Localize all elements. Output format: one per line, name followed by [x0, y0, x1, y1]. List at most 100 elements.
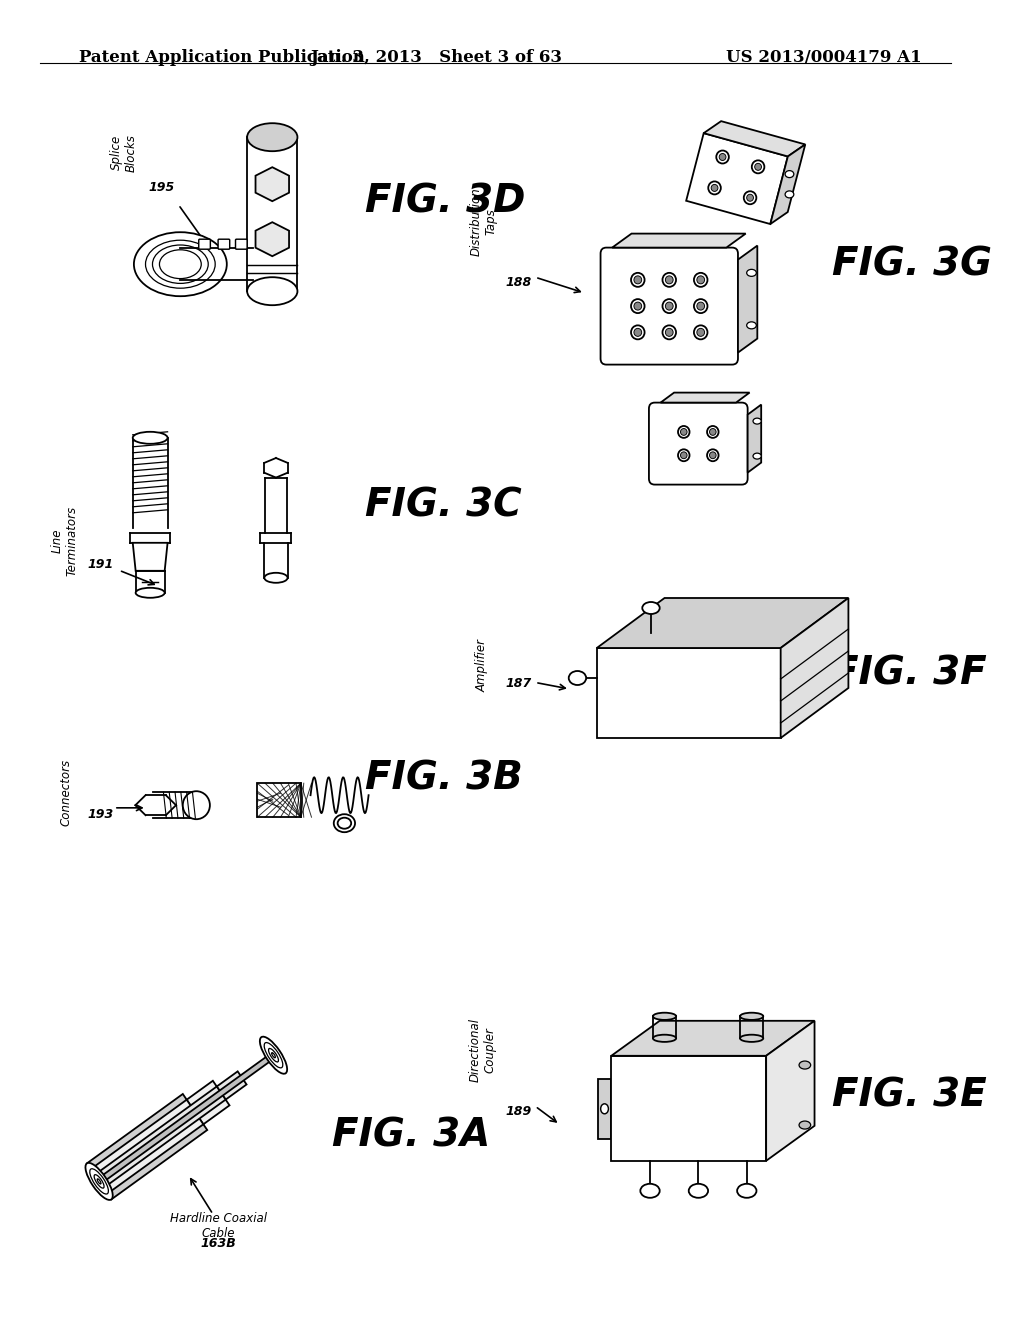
Ellipse shape — [634, 302, 642, 310]
Ellipse shape — [631, 300, 644, 313]
Text: FIG. 3B: FIG. 3B — [365, 760, 522, 797]
Ellipse shape — [634, 276, 642, 284]
Ellipse shape — [334, 814, 355, 832]
Ellipse shape — [663, 325, 676, 339]
Ellipse shape — [710, 429, 716, 436]
Polygon shape — [217, 1072, 247, 1100]
Polygon shape — [597, 598, 849, 648]
Ellipse shape — [653, 1035, 676, 1041]
Ellipse shape — [663, 300, 676, 313]
Ellipse shape — [740, 1035, 763, 1041]
Ellipse shape — [601, 1104, 608, 1114]
FancyBboxPatch shape — [600, 248, 738, 364]
Ellipse shape — [689, 1184, 708, 1197]
Ellipse shape — [769, 1104, 777, 1114]
Text: FIG. 3G: FIG. 3G — [833, 246, 992, 282]
Ellipse shape — [785, 191, 794, 198]
Ellipse shape — [666, 329, 673, 337]
Polygon shape — [133, 543, 168, 570]
Polygon shape — [770, 144, 805, 224]
Ellipse shape — [642, 602, 659, 614]
Polygon shape — [180, 248, 253, 280]
Text: Splice
Blocks: Splice Blocks — [110, 133, 138, 172]
Ellipse shape — [260, 1036, 287, 1073]
Text: 195: 195 — [148, 181, 175, 194]
Ellipse shape — [697, 302, 705, 310]
Ellipse shape — [247, 277, 297, 305]
Ellipse shape — [183, 791, 210, 820]
Text: FIG. 3D: FIG. 3D — [365, 183, 525, 220]
Text: 188: 188 — [506, 276, 531, 289]
Ellipse shape — [707, 426, 719, 438]
Ellipse shape — [640, 1184, 659, 1197]
Polygon shape — [186, 1081, 229, 1125]
Ellipse shape — [753, 453, 761, 459]
Bar — [766, 1078, 779, 1139]
Ellipse shape — [134, 232, 226, 296]
Text: Patent Application Publication: Patent Application Publication — [79, 49, 366, 66]
Polygon shape — [257, 783, 301, 817]
Ellipse shape — [666, 276, 673, 284]
Ellipse shape — [694, 325, 708, 339]
Text: Connectors: Connectors — [59, 759, 73, 825]
Ellipse shape — [752, 160, 764, 173]
Text: Line
Terminators: Line Terminators — [50, 506, 79, 577]
Ellipse shape — [799, 1061, 811, 1069]
Ellipse shape — [694, 273, 708, 286]
Text: FIG. 3E: FIG. 3E — [833, 1077, 987, 1114]
Text: Amplifier: Amplifier — [476, 639, 489, 692]
Ellipse shape — [799, 1121, 811, 1129]
Ellipse shape — [740, 1012, 763, 1020]
Text: Distribution
Taps: Distribution Taps — [470, 187, 498, 256]
Ellipse shape — [634, 329, 642, 337]
FancyBboxPatch shape — [199, 239, 210, 249]
Ellipse shape — [753, 418, 761, 424]
Ellipse shape — [568, 671, 586, 685]
Ellipse shape — [697, 329, 705, 337]
Ellipse shape — [338, 817, 351, 829]
Polygon shape — [748, 405, 761, 473]
Polygon shape — [97, 1053, 275, 1184]
Text: 191: 191 — [87, 558, 114, 572]
Ellipse shape — [663, 273, 676, 286]
Ellipse shape — [737, 1184, 757, 1197]
FancyBboxPatch shape — [649, 403, 748, 484]
Ellipse shape — [694, 300, 708, 313]
Ellipse shape — [135, 587, 165, 598]
Ellipse shape — [746, 322, 757, 329]
Polygon shape — [597, 648, 780, 738]
Polygon shape — [87, 1094, 207, 1200]
Ellipse shape — [710, 451, 716, 458]
Polygon shape — [766, 1020, 814, 1160]
Ellipse shape — [133, 432, 168, 444]
Ellipse shape — [755, 164, 762, 170]
Polygon shape — [660, 392, 750, 403]
Polygon shape — [256, 168, 289, 201]
Ellipse shape — [631, 273, 644, 286]
Ellipse shape — [653, 1012, 676, 1020]
Ellipse shape — [264, 573, 288, 583]
Ellipse shape — [697, 276, 705, 284]
Ellipse shape — [681, 451, 687, 458]
Polygon shape — [247, 137, 297, 292]
FancyBboxPatch shape — [218, 239, 229, 249]
Bar — [598, 1078, 611, 1139]
Ellipse shape — [85, 1163, 113, 1200]
Polygon shape — [611, 1020, 814, 1056]
Text: 163B: 163B — [200, 1237, 236, 1250]
Ellipse shape — [743, 191, 757, 205]
Text: 187: 187 — [506, 677, 531, 690]
Ellipse shape — [719, 153, 726, 161]
Ellipse shape — [709, 181, 721, 194]
Ellipse shape — [678, 426, 689, 438]
Ellipse shape — [746, 194, 754, 201]
Polygon shape — [612, 234, 745, 248]
Ellipse shape — [681, 429, 687, 436]
Ellipse shape — [631, 325, 644, 339]
Text: Jan. 3, 2013   Sheet 3 of 63: Jan. 3, 2013 Sheet 3 of 63 — [310, 49, 562, 66]
Polygon shape — [703, 121, 805, 157]
Ellipse shape — [678, 449, 689, 461]
Text: US 2013/0004179 A1: US 2013/0004179 A1 — [726, 49, 922, 66]
Ellipse shape — [247, 123, 297, 152]
Polygon shape — [91, 1100, 204, 1193]
